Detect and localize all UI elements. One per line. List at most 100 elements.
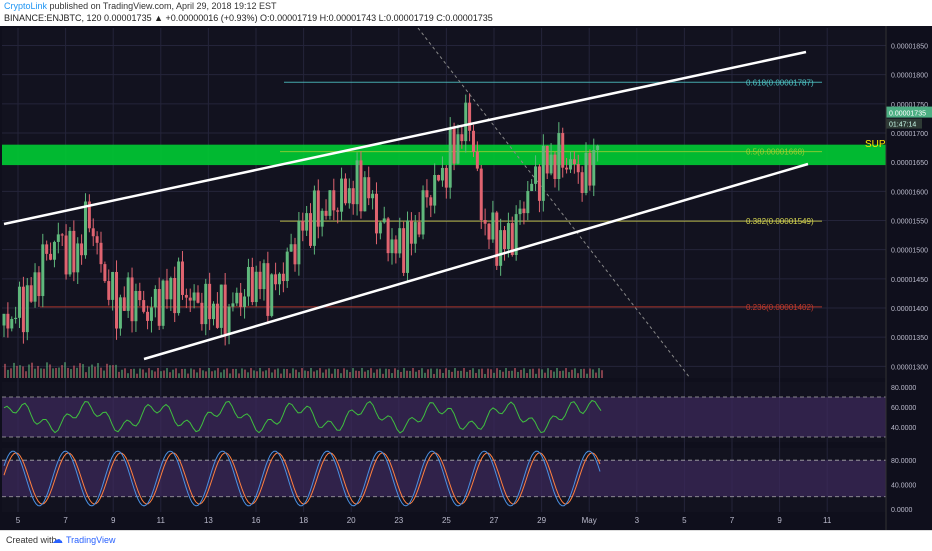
candle-body [367,177,371,199]
volume-bar [73,365,75,378]
volume-bar [475,372,477,378]
volume-bars [4,362,603,378]
volume-bar [418,370,420,378]
volume-bar [43,368,45,378]
candle-body [215,303,219,328]
volume-bar [31,362,33,378]
candle-body [204,283,208,325]
candle-body [355,160,359,205]
volume-bar [271,372,273,378]
tradingview-logo[interactable]: ☁ TradingView [52,533,116,546]
volume-bar [514,368,516,378]
volume-bar [154,371,156,378]
volume-bar [505,368,507,378]
volume-bar [391,373,393,378]
volume-bar [511,370,513,378]
candle-body [456,134,460,164]
stoch-d-line [3,452,601,505]
volume-bar [91,364,93,378]
candle-body [72,230,76,273]
volume-bar [502,371,504,378]
candle-body [425,190,429,198]
volume-bar [499,370,501,378]
candle-body [522,208,526,214]
x-tick-label: 23 [394,516,403,525]
candle-body [596,145,600,151]
price-tick-label: 0.00001550 [891,219,928,226]
candle-body [541,145,545,201]
volume-bar [52,368,54,378]
candle-body [386,218,390,254]
candle-body [561,133,565,168]
cloud-icon: ☁ [52,534,63,546]
channel-lower-line [143,162,809,361]
volume-bar [427,369,429,378]
volume-bar [397,369,399,378]
price-tick-label: 0.00001300 [891,364,928,371]
volume-bar [148,368,150,378]
candle-body [184,294,188,298]
volume-bar [562,370,564,378]
volume-bar [250,368,252,378]
candle-body [378,222,382,234]
volume-bar [583,368,585,378]
candle-body [107,281,111,300]
candle-body [80,243,84,256]
volume-bar [103,370,105,378]
stoch-tick-label: 80.0000 [891,458,916,465]
rsi-tick-label: 60.0000 [891,405,916,412]
volume-bar [412,368,414,378]
volume-bar [25,371,27,378]
volume-bar [319,368,321,378]
price-tick-label: 0.00001600 [891,189,928,196]
volume-bar [61,365,63,378]
candle-body [460,134,464,142]
volume-bar [238,373,240,378]
volume-bar [322,372,324,378]
candle-body [274,274,278,285]
volume-bar [310,368,312,378]
chart-area[interactable]: 0.00001850 0.00001800 0.00001750 0.00001700… [0,26,932,530]
volume-bar [508,370,510,378]
candle-body [161,280,165,326]
volume-bar [457,370,459,378]
candle-body [483,220,487,224]
volume-bar [217,368,219,378]
volume-bar [394,368,396,378]
x-tick-label: 7 [63,516,68,525]
volume-bar [496,368,498,378]
volume-bar [223,369,225,378]
author-link[interactable]: CryptoLink [4,1,48,11]
volume-bar [388,369,390,378]
volume-bar [544,372,546,378]
chart-svg[interactable]: 0.00001850 0.00001800 0.00001750 0.00001700… [0,26,932,530]
price-tick-label: 0.00001850 [891,44,928,51]
candles [2,93,600,346]
candle-body [584,152,588,193]
publish-info: CryptoLink published on TradingView.com,… [4,1,277,11]
volume-bar [187,373,189,378]
candle-body [316,190,320,227]
volume-bar [235,368,237,378]
candle-body [243,296,247,307]
candle-body [526,191,530,214]
candle-body [343,178,347,204]
brand-name: TradingView [66,534,116,545]
candle-body [479,168,483,221]
countdown-label: 01:47:14 [889,122,916,129]
volume-bar [34,368,36,378]
volume-bar [262,371,264,378]
candle-body [115,271,119,329]
candle-body [324,210,328,216]
candle-body [200,302,204,325]
candle-body [592,150,596,186]
volume-bar [253,370,255,378]
candle-body [409,220,413,244]
candle-body [235,292,239,304]
volume-bar [535,373,537,378]
volume-bar [205,371,207,378]
last-price-badge [886,106,932,118]
candle-body [475,151,479,169]
candle-body [169,277,173,300]
candle-body [413,222,417,244]
